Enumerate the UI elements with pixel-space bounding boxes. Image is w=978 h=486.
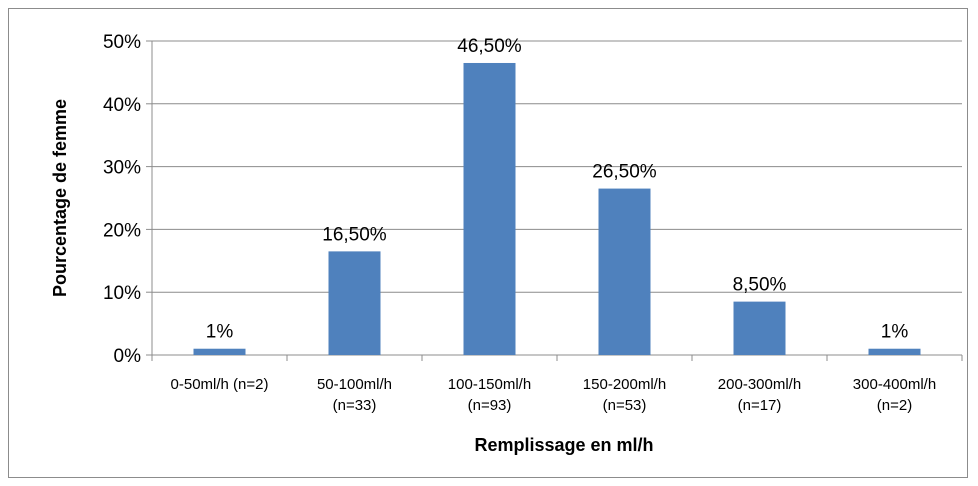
x-category-label: 300-400ml/h xyxy=(853,376,936,393)
y-tick-label: 20% xyxy=(103,220,141,241)
bar xyxy=(193,348,246,355)
bar xyxy=(328,251,381,355)
x-category-label: 200-300ml/h xyxy=(718,376,801,393)
x-category-label: (n=93) xyxy=(468,397,512,414)
data-label: 8,50% xyxy=(733,275,787,296)
x-category-label: (n=2) xyxy=(877,397,912,414)
data-label: 26,50% xyxy=(592,162,657,183)
x-category-label: (n=53) xyxy=(603,397,647,414)
x-category-label: 100-150ml/h xyxy=(448,376,531,393)
y-tick-label: 30% xyxy=(103,158,141,179)
data-label: 46,50% xyxy=(457,36,522,57)
bar xyxy=(733,301,786,355)
x-category-label: (n=17) xyxy=(738,397,782,414)
y-tick-label: 10% xyxy=(103,283,141,304)
data-label: 1% xyxy=(206,322,234,343)
x-category-label: 50-100ml/h xyxy=(317,376,392,393)
y-tick-label: 40% xyxy=(103,95,141,116)
data-label: 1% xyxy=(881,322,909,343)
x-category-label: (n=33) xyxy=(333,397,377,414)
bar xyxy=(463,62,516,355)
x-axis-title: Remplissage en ml/h xyxy=(474,435,653,455)
y-tick-label: 0% xyxy=(114,346,142,367)
x-category-label: 150-200ml/h xyxy=(583,376,666,393)
bar xyxy=(868,348,921,355)
x-category-label: 0-50ml/h (n=2) xyxy=(171,376,269,393)
data-label: 16,50% xyxy=(322,224,387,245)
bar xyxy=(598,188,651,355)
y-tick-label: 50% xyxy=(103,32,141,53)
y-axis-title: Pourcentage de femme xyxy=(50,99,70,297)
